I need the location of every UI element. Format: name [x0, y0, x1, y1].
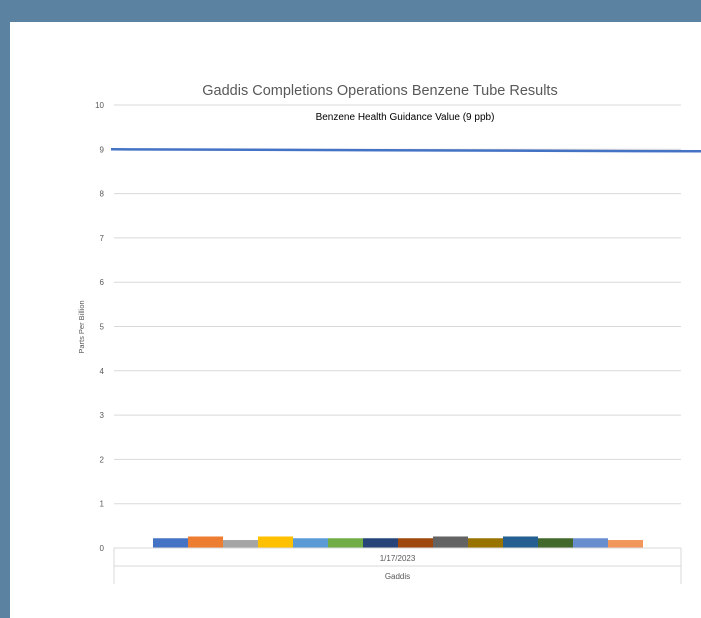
y-tick-label-6: 6: [100, 278, 105, 287]
chart-title: Gaddis Completions Operations Benzene Tu…: [202, 83, 557, 99]
x-group-label: Gaddis: [385, 572, 410, 581]
y-tick-label-0: 0: [100, 544, 105, 553]
reference-line-label: Benzene Health Guidance Value (9 ppb): [316, 112, 495, 123]
y-tick-label-9: 9: [100, 145, 105, 154]
y-tick-label-1: 1: [100, 500, 105, 509]
y-axis-ticks: 0 1 2 3 4 5 6 7 8 9 10: [95, 101, 104, 553]
bar-14: [608, 540, 643, 548]
bar-3: [223, 540, 258, 548]
y-tick-label-10: 10: [95, 101, 104, 110]
y-tick-label-5: 5: [100, 323, 105, 332]
y-tick-label-8: 8: [100, 190, 105, 199]
bar-9: [433, 536, 468, 548]
bar-11: [503, 536, 538, 548]
bar-7: [363, 538, 398, 548]
chart-panel: [10, 22, 701, 618]
bar-8: [398, 538, 433, 548]
window-left-border: [0, 0, 10, 618]
bar-10: [468, 538, 503, 548]
y-tick-label-7: 7: [100, 234, 105, 243]
bar-13: [573, 538, 608, 548]
x-category-label: 1/17/2023: [380, 554, 416, 563]
reference-line-group: [110, 148, 701, 153]
bar-5: [293, 538, 328, 548]
bar-1: [153, 538, 188, 548]
x-axis: 1/17/2023 Gaddis: [113, 547, 682, 584]
y-tick-label-2: 2: [100, 455, 105, 464]
bar-4: [258, 536, 293, 548]
y-axis-label: Parts Per Billion: [77, 300, 86, 353]
reference-line: [110, 148, 701, 153]
bar-2: [188, 536, 223, 548]
gridlines: [114, 104, 681, 505]
window-top-border: [0, 0, 701, 22]
y-tick-label-3: 3: [100, 411, 105, 420]
bar-6: [328, 538, 363, 548]
bar-group: [153, 536, 643, 548]
y-tick-label-4: 4: [100, 367, 105, 376]
bar-12: [538, 538, 573, 548]
